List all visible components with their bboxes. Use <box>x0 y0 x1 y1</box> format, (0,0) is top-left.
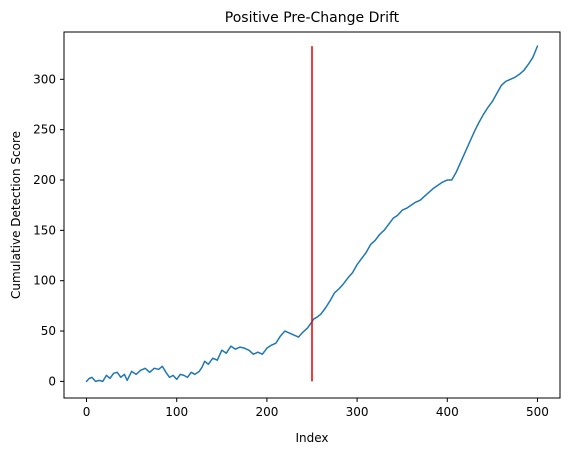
y-tick-label: 50 <box>41 324 56 338</box>
x-axis-ticks: 0 100 200 300 400 500 <box>83 398 549 419</box>
y-tick-label: 300 <box>33 72 56 86</box>
y-tick-label: 0 <box>48 374 56 388</box>
x-axis-label: Index <box>295 431 328 445</box>
x-tick-label: 0 <box>83 405 91 419</box>
plot-area <box>85 45 539 383</box>
x-tick-label: 100 <box>165 405 188 419</box>
plot-frame <box>63 31 561 399</box>
x-tick-label: 400 <box>436 405 459 419</box>
y-tick-label: 250 <box>33 123 56 137</box>
x-tick-label: 300 <box>346 405 369 419</box>
series-line-0 <box>85 45 539 383</box>
chart-title: Positive Pre-Change Drift <box>225 10 400 26</box>
x-tick-label: 200 <box>255 405 278 419</box>
y-tick-label: 150 <box>33 223 56 237</box>
x-tick-label: 500 <box>526 405 549 419</box>
y-axis-label: Cumulative Detection Score <box>9 131 23 299</box>
y-tick-label: 100 <box>33 274 56 288</box>
y-axis-ticks: 0 50 100 150 200 250 300 <box>33 72 64 388</box>
y-tick-label: 200 <box>33 173 56 187</box>
